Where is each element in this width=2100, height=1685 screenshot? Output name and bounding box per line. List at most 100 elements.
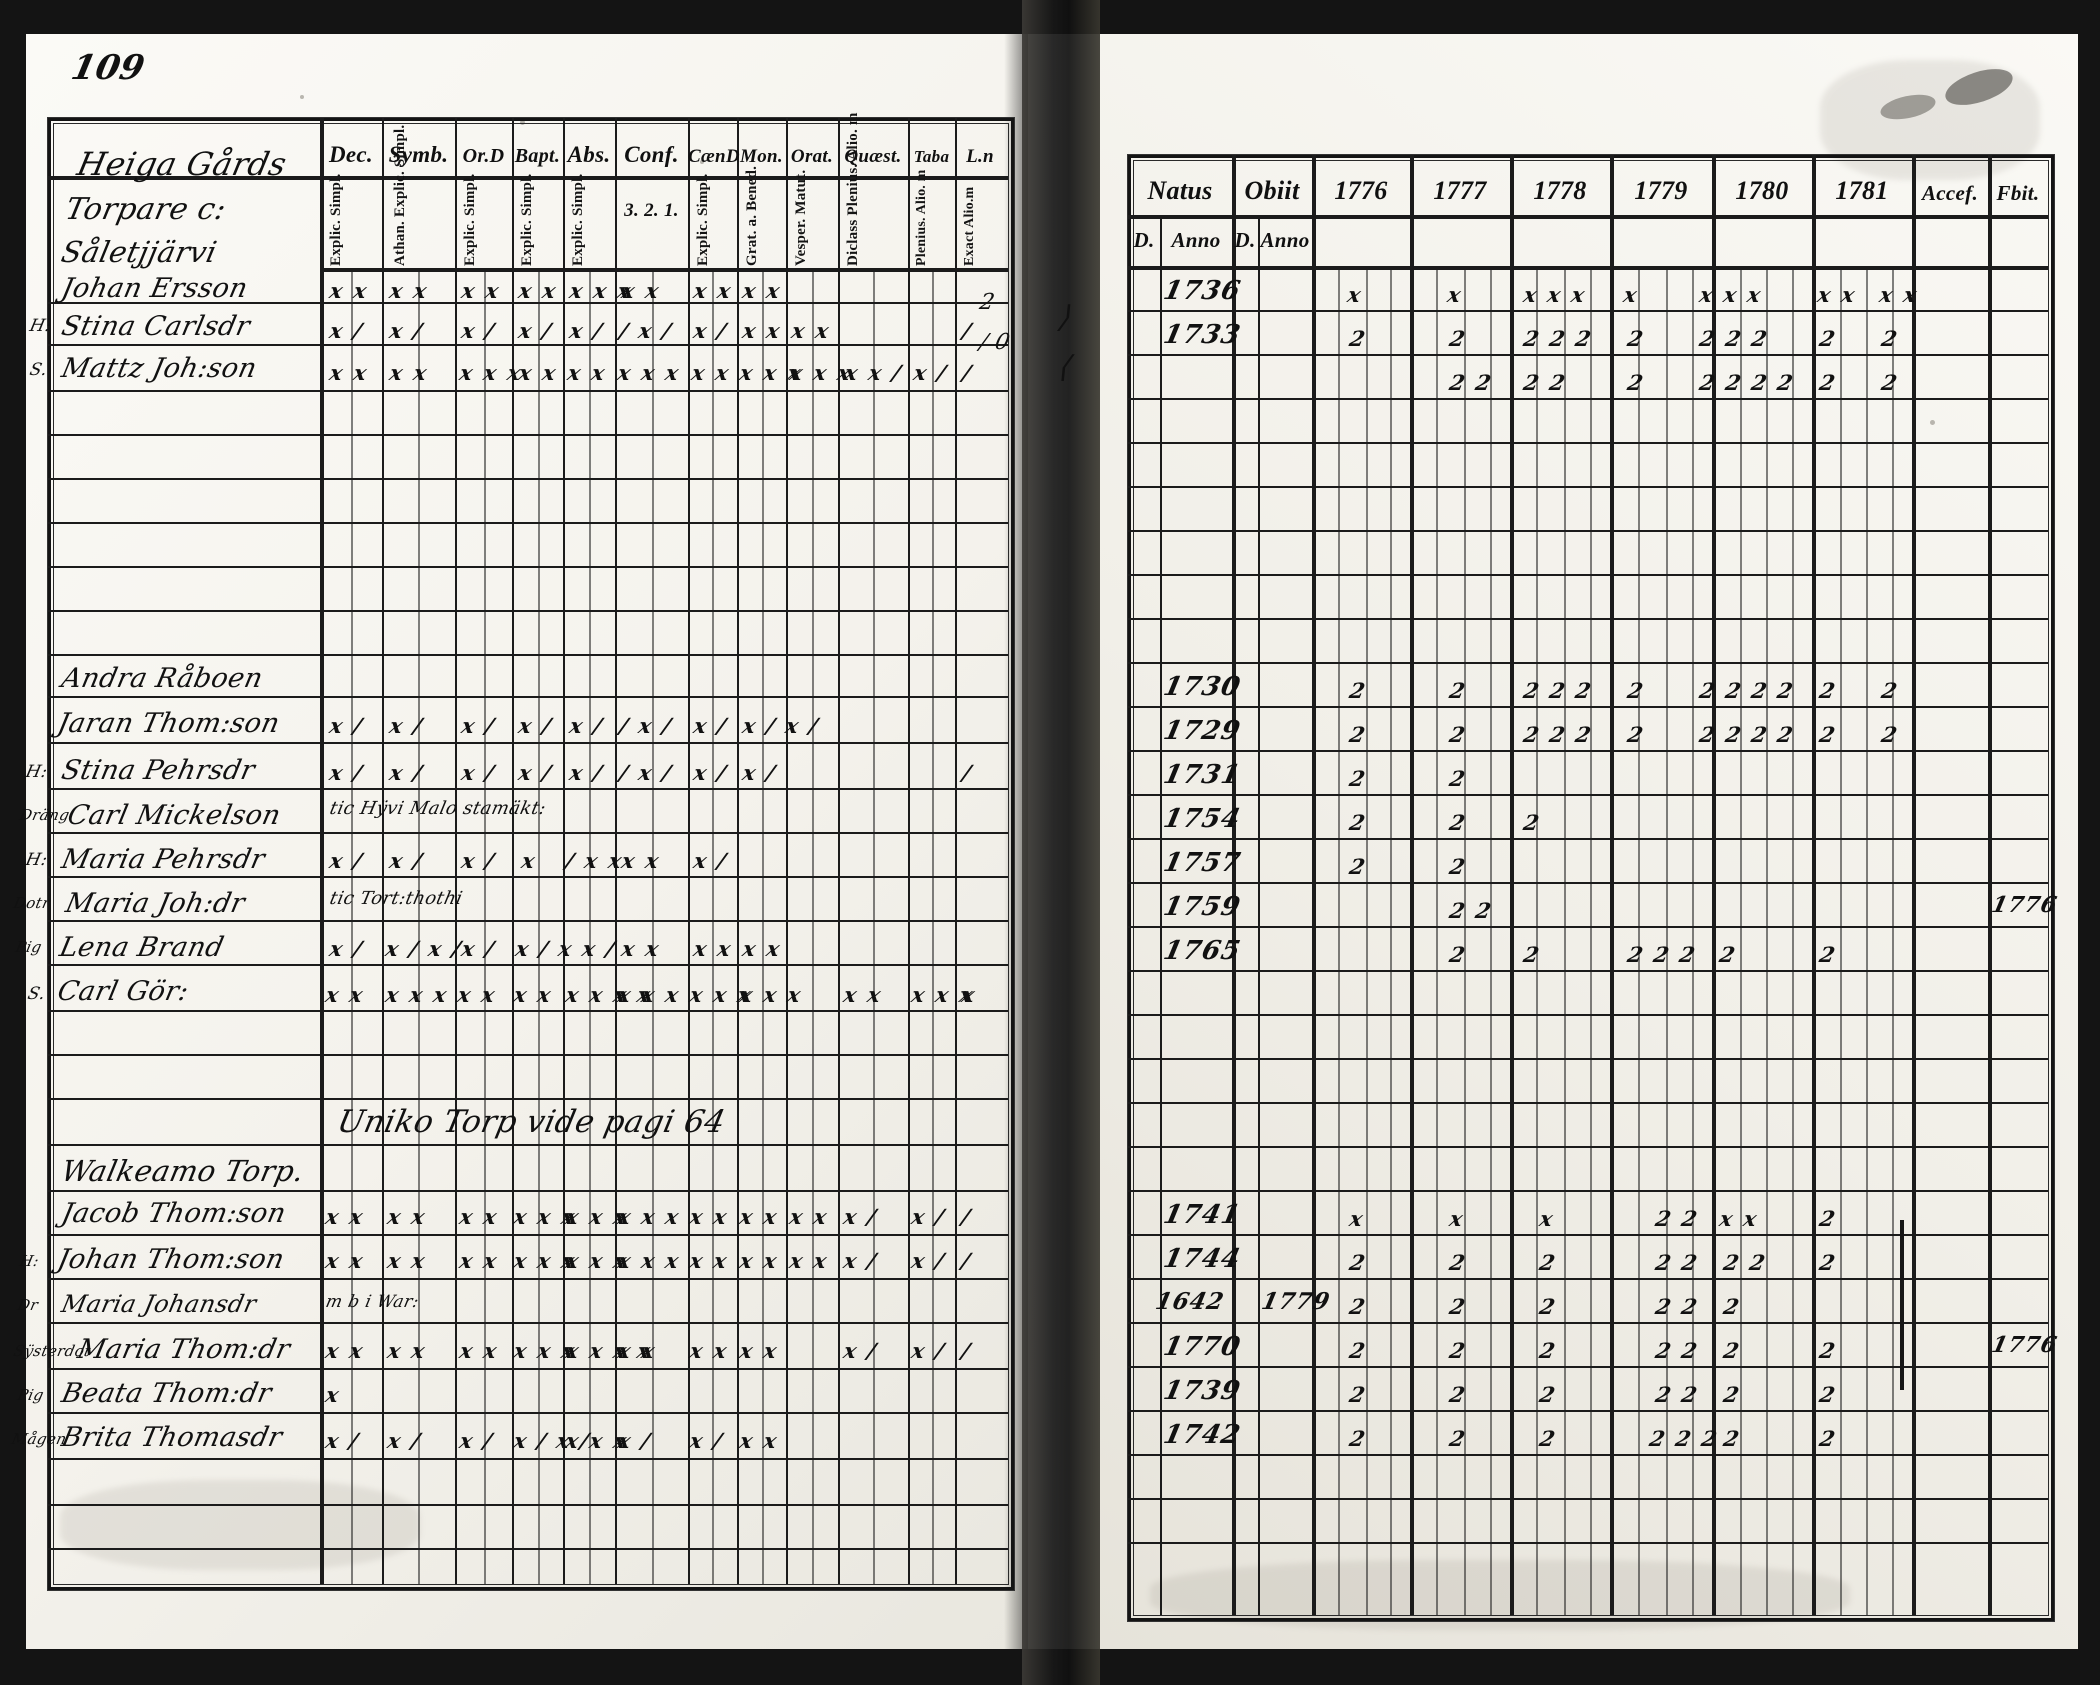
row-rule — [48, 1458, 1008, 1460]
row-rule — [1128, 750, 2048, 752]
col-sep — [1912, 155, 1916, 1615]
subheader-quaest: Diclass Plenius. Alio. m — [845, 112, 861, 266]
row-marks: x x x — [457, 360, 525, 385]
row-prefix: H: — [27, 316, 54, 336]
row-marks: x x — [323, 982, 368, 1007]
row-marks: x / — [387, 318, 427, 343]
row-rule — [48, 1144, 1008, 1146]
row-rule — [1128, 1058, 2048, 1060]
subheader-rule — [320, 268, 1008, 272]
row-marks: x / — [567, 318, 607, 343]
subheader-caend: Explic. Simpl. — [695, 173, 711, 266]
year-mark: 2 2 — [1653, 1206, 1702, 1231]
natus-year: 1642 — [1153, 1288, 1227, 1315]
row-marks: x x — [789, 318, 834, 343]
row-marks: x / — [327, 318, 367, 343]
row-marks: x / — [615, 1428, 655, 1453]
natus-year: 1739 — [1160, 1376, 1244, 1406]
household-heading-line3: Såletjjärvi — [58, 235, 221, 269]
page-number: 109 — [67, 48, 149, 88]
row-marks: x / — [459, 936, 499, 961]
row-rule — [48, 964, 1008, 966]
subgroup-heading-2: Walkeamo Torp. — [58, 1154, 308, 1188]
row-marks: x / x / — [383, 936, 465, 961]
row-rule — [1128, 1322, 2048, 1324]
person-name: Stina Carlsdr — [58, 311, 253, 342]
subheader-dec: Explic. Simpl. — [328, 173, 344, 266]
row-marks: x x — [740, 278, 785, 303]
household-heading-line1: Heiga Gårds — [73, 145, 291, 183]
row-marks: x / — [841, 1204, 881, 1229]
row-rule — [1128, 838, 2048, 840]
row-rule — [1128, 882, 2048, 884]
subheader-taba: Plenius. Alio. m — [914, 169, 929, 266]
column-header-bapt: Bapt. — [514, 145, 561, 167]
year-mark: 2 2 2 2 — [1697, 370, 1798, 395]
col-subsep — [1160, 215, 1162, 1615]
row-rule — [1128, 706, 2048, 708]
year-mark: x x — [1815, 282, 1860, 307]
col-sep — [838, 118, 840, 1584]
year-mark: x x — [1717, 1206, 1762, 1231]
row-marks: / x x — [563, 848, 627, 873]
row-rule — [48, 1504, 1008, 1506]
row-marks: x x x — [737, 982, 805, 1007]
natus-year: 1770 — [1160, 1332, 1244, 1362]
year-mark: 2 2 — [1653, 1294, 1702, 1319]
natus-year: 1736 — [1160, 276, 1244, 306]
column-header-symb: Symb. — [388, 142, 449, 167]
row-marks: x x — [323, 1248, 368, 1273]
row-marks: x x — [687, 1338, 732, 1363]
col-subsep — [1866, 266, 1868, 1615]
row-note: tic Hÿvi Malo stamäkt: — [327, 798, 549, 819]
person-name: Maria Joh:dr — [62, 888, 248, 919]
row-rule — [48, 1010, 1008, 1012]
row-marks: x x — [687, 1248, 732, 1273]
row-rule — [1128, 486, 2048, 488]
row-marks: x x x — [615, 360, 683, 385]
row-marks: x x — [740, 936, 785, 961]
natus-year: 1765 — [1160, 936, 1244, 966]
row-marks: x / — [387, 848, 427, 873]
natus-year: 1741 — [1160, 1200, 1244, 1230]
row-marks: x / — [459, 318, 499, 343]
row-marks: x x — [387, 278, 432, 303]
row-marks: x / — [327, 848, 367, 873]
row-marks: / x / — [617, 318, 676, 343]
row-rule — [1128, 1146, 2048, 1148]
margin-mark: / 0 — [977, 330, 1013, 355]
row-marks: x x — [737, 1428, 782, 1453]
row-marks: x x — [455, 982, 500, 1007]
row-marks: x x — [457, 1204, 502, 1229]
row-rule — [1128, 1410, 2048, 1412]
row-marks: x x — [516, 278, 561, 303]
row-rule — [48, 478, 1008, 480]
speck — [1930, 420, 1935, 425]
person-name: Carl Mickelson — [64, 800, 284, 831]
col-subsep — [932, 268, 934, 1584]
row-marks: x x x — [615, 1204, 683, 1229]
row-marks: x x x — [615, 982, 683, 1007]
col-subsep — [873, 268, 875, 1584]
row-prefix: Dr — [16, 1296, 40, 1314]
col-sep — [1712, 155, 1716, 1615]
scan-edge-left — [0, 0, 26, 1685]
row-note: tic Tort:thothi — [327, 888, 465, 909]
row-rule — [1128, 1542, 2048, 1544]
subheader-rule — [1128, 266, 2048, 270]
col-subsep — [418, 268, 420, 1584]
col-subsep — [812, 268, 814, 1584]
row-marks: x / — [385, 1428, 425, 1453]
row-marks: x / — [691, 760, 731, 785]
person-name: Jaran Thom:son — [54, 708, 283, 739]
subheader-abs: Explic. Simpl. — [570, 173, 586, 266]
row-prefix: H: — [18, 1252, 41, 1270]
row-marks: x / — [516, 760, 556, 785]
column-header-orat: Orat. — [790, 146, 834, 167]
col-subsep — [1792, 266, 1794, 1615]
row-rule — [48, 390, 1008, 392]
column-header-mon: Mon. — [740, 146, 783, 167]
column-header-1776: 1776 — [1334, 176, 1388, 205]
row-marks: x x — [327, 278, 372, 303]
row-marks: x / — [327, 936, 367, 961]
